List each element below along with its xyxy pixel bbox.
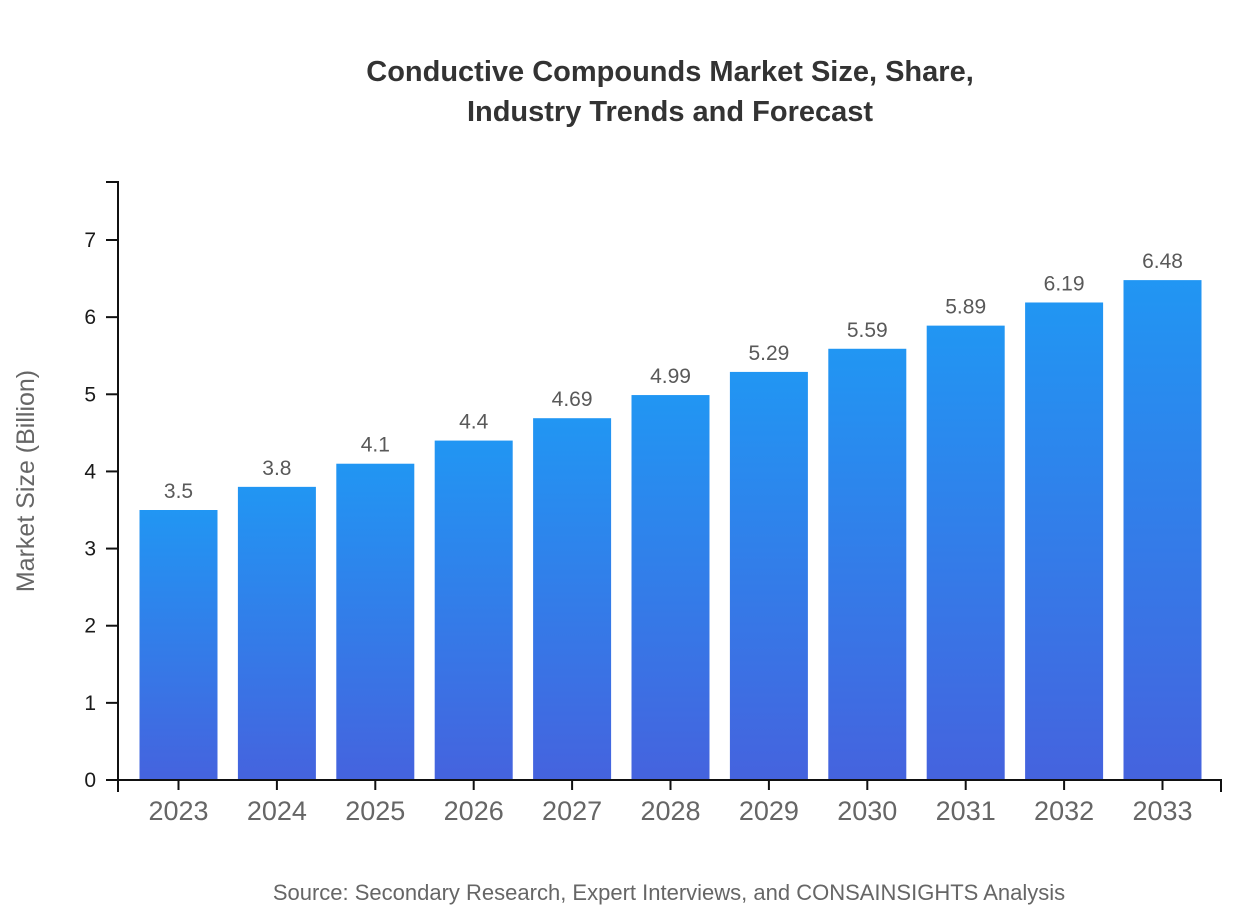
y-axis-tick-label: 3 xyxy=(84,538,96,561)
bar-2023 xyxy=(139,510,218,780)
bar-2032 xyxy=(1025,302,1104,780)
y-axis-spine xyxy=(106,181,119,781)
y-axis-tick-label: 7 xyxy=(84,229,96,252)
bar-value-label: 4.69 xyxy=(552,388,593,411)
bar-value-label: 4.99 xyxy=(650,365,691,388)
value-labels: 3.5 3.8 4.1 4.4 4.69 4.99 5.29 5.59 5.89 6.19 6.48 xyxy=(164,250,1183,503)
bar-2024 xyxy=(237,486,316,780)
bar-2033 xyxy=(1123,280,1202,780)
y-axis: 0 1 2 3 4 5 6 7 xyxy=(84,181,119,792)
chart-title-line1: Conductive Compounds Market Size, Share, xyxy=(366,56,974,88)
bar-value-label: 4.1 xyxy=(361,434,390,457)
y-axis-tick-label: 6 xyxy=(84,306,96,329)
bar-value-label: 3.8 xyxy=(262,457,291,480)
y-axis-tick-label: 1 xyxy=(84,692,96,715)
bar-2031 xyxy=(926,325,1005,780)
y-axis-tick-label: 0 xyxy=(84,769,96,792)
source-note: Source: Secondary Research, Expert Inter… xyxy=(273,880,1065,905)
bar-value-label: 4.4 xyxy=(459,411,489,434)
bar-2026 xyxy=(434,440,513,780)
bar-2025 xyxy=(336,463,415,780)
bar-value-label: 6.48 xyxy=(1142,250,1183,273)
x-axis-tick-label: 2028 xyxy=(640,796,700,826)
x-axis: 2023 2024 2025 2026 2027 2028 2029 2030 2031 2032… xyxy=(117,779,1222,826)
x-axis-tick-label: 2025 xyxy=(345,796,405,826)
x-axis-tick-label: 2032 xyxy=(1034,796,1094,826)
x-axis-tick-label: 2031 xyxy=(936,796,996,826)
y-axis-tick-label: 4 xyxy=(84,460,96,483)
y-axis-tick-label: 2 xyxy=(84,615,96,638)
x-axis-tick-label: 2030 xyxy=(837,796,897,826)
chart-title-line2: Industry Trends and Forecast xyxy=(467,96,873,128)
x-axis-tick-label: 2029 xyxy=(739,796,799,826)
bar-2029 xyxy=(729,371,808,780)
bar-2028 xyxy=(631,395,710,780)
x-axis-tick-label: 2024 xyxy=(247,796,307,826)
bar-2027 xyxy=(533,418,612,780)
x-axis-tick-label: 2023 xyxy=(148,796,208,826)
bar-value-label: 5.59 xyxy=(847,319,888,342)
bars xyxy=(139,280,1202,780)
bar-2030 xyxy=(828,348,907,780)
bar-value-label: 6.19 xyxy=(1044,272,1085,295)
x-axis-tick-label: 2026 xyxy=(444,796,504,826)
x-axis-tick-label: 2033 xyxy=(1132,796,1192,826)
bar-value-label: 5.29 xyxy=(748,342,789,365)
bar-value-label: 3.5 xyxy=(164,480,193,503)
y-axis-tick-label: 5 xyxy=(84,383,96,406)
x-axis-tick-label: 2027 xyxy=(542,796,602,826)
bar-value-label: 5.89 xyxy=(945,296,986,319)
y-axis-title: Market Size (Billion) xyxy=(12,370,40,592)
